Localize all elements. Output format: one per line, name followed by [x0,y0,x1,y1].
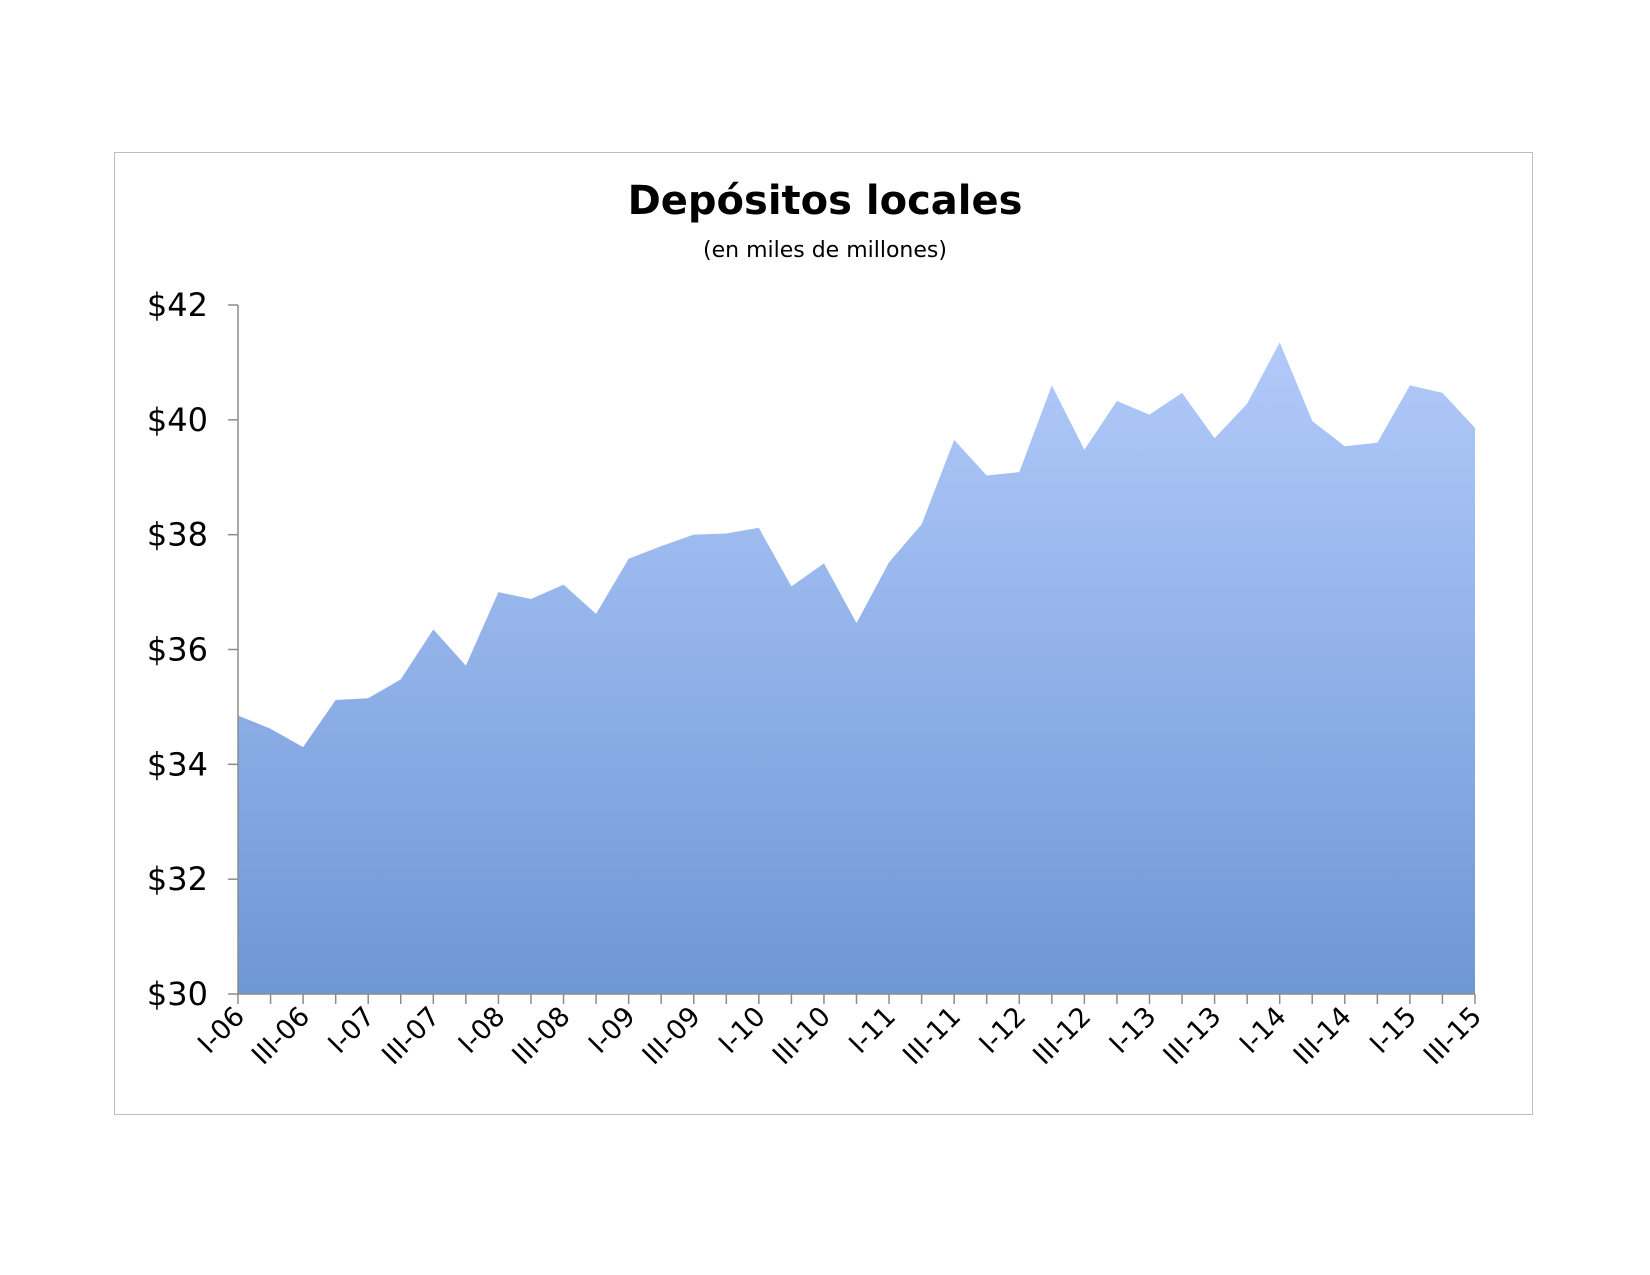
x-tick-label: III-10 [767,1001,837,1071]
x-tick-label: I-08 [453,1001,512,1060]
y-tick-label: $42 [147,286,208,324]
x-tick-label: I-12 [973,1001,1032,1060]
x-tick-label: I-13 [1104,1001,1163,1060]
y-tick-label: $34 [147,745,208,783]
y-tick-label: $36 [147,631,208,669]
y-tick-label: $40 [147,401,208,439]
x-tick-label: III-06 [246,1001,316,1071]
x-tick-label: III-12 [1027,1001,1097,1071]
y-tick-label: $30 [147,975,208,1013]
x-tick-label: I-11 [843,1001,902,1060]
x-tick-label: III-11 [897,1001,967,1071]
x-tick-label: III-13 [1158,1001,1228,1071]
x-tick-label: I-15 [1364,1001,1423,1060]
x-tick-label: I-10 [713,1001,772,1060]
chart-title: Depósitos locales [627,178,1023,224]
x-tick-label: I-07 [322,1001,381,1060]
chart-subtitle: (en miles de millones) [703,238,947,263]
x-tick-label: I-09 [583,1001,642,1060]
x-tick-label: III-09 [637,1001,707,1071]
y-tick-label: $38 [147,516,208,554]
x-tick-label: III-08 [506,1001,576,1071]
series-area [238,342,1475,994]
x-tick-label: III-15 [1418,1001,1488,1071]
y-tick-label: $32 [147,860,208,898]
x-tick-label: III-14 [1288,1001,1358,1071]
x-tick-label: I-14 [1234,1001,1293,1060]
x-tick-label: III-07 [376,1001,446,1071]
